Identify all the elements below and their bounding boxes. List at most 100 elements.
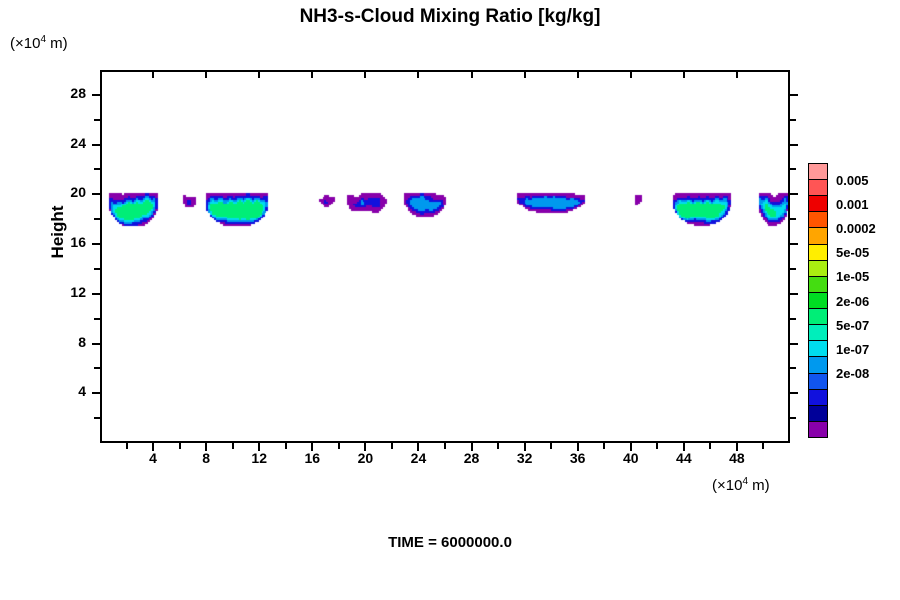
y-tick-major [92, 243, 100, 246]
y-tick-label: 16 [70, 234, 86, 251]
x-tick-top [470, 70, 473, 78]
x-tick-label: 40 [622, 450, 639, 466]
y-tick-major [92, 143, 100, 146]
colorbar-tick-label: 1e-07 [836, 341, 870, 357]
x-tick-top [417, 70, 420, 78]
y-tick-minor-right [790, 267, 796, 270]
colorbar-tick-label: 2e-08 [836, 366, 870, 382]
y-tick-minor [94, 267, 100, 270]
x-tick-major [152, 443, 155, 451]
colorbar-swatch [808, 372, 828, 390]
x-tick-top [364, 70, 367, 78]
x-unit-suffix: m) [748, 477, 770, 494]
x-tick-minor [762, 443, 765, 449]
x-tick-label: 36 [569, 450, 586, 466]
x-tick-label: 24 [410, 450, 427, 466]
y-tick-minor [94, 417, 100, 420]
y-unit-exponent: 4 [40, 34, 47, 45]
y-tick-minor-right [790, 367, 796, 370]
x-tick-minor [603, 443, 606, 449]
x-tick-minor [390, 443, 393, 449]
x-tick-label: 16 [304, 450, 321, 466]
colorbar-swatch [808, 163, 828, 181]
colorbar-swatch [808, 179, 828, 197]
colorbar-swatch [808, 211, 828, 229]
x-tick-top [523, 70, 526, 78]
colorbar-tick-label: 0.001 [836, 196, 869, 212]
x-tick-minor [656, 443, 659, 449]
x-tick-minor [709, 443, 712, 449]
y-tick-major-right [790, 392, 798, 395]
y-tick-major-right [790, 143, 798, 146]
x-tick-major [576, 443, 579, 451]
y-tick-minor [94, 218, 100, 221]
colorbar-swatch [808, 340, 828, 358]
colorbar-tick-label: 2e-06 [836, 293, 870, 309]
x-tick-top [205, 70, 208, 78]
y-tick-minor-right [790, 118, 796, 121]
colorbar-swatch [808, 195, 828, 213]
x-tick-top [629, 70, 632, 78]
y-tick-major [92, 342, 100, 345]
y-unit-prefix: (×10 [10, 35, 41, 52]
colorbar [808, 163, 828, 438]
x-tick-label: 20 [357, 450, 374, 466]
y-unit-suffix: m) [46, 35, 68, 52]
colorbar-swatch [808, 324, 828, 342]
y-tick-label: 4 [78, 383, 86, 400]
x-unit-exponent: 4 [742, 476, 749, 487]
x-tick-top [576, 70, 579, 78]
x-tick-major [470, 443, 473, 451]
x-tick-top [735, 70, 738, 78]
x-tick-top [311, 70, 314, 78]
colorbar-swatch [808, 308, 828, 326]
x-tick-label: 32 [516, 450, 533, 466]
y-tick-major-right [790, 342, 798, 345]
x-tick-minor [497, 443, 500, 449]
x-tick-major [523, 443, 526, 451]
y-tick-minor [94, 168, 100, 171]
contour-field [102, 72, 788, 441]
colorbar-swatch [808, 404, 828, 422]
y-tick-minor-right [790, 417, 796, 420]
y-tick-major [92, 392, 100, 395]
y-tick-label: 24 [70, 134, 86, 151]
colorbar-swatch [808, 227, 828, 245]
y-tick-minor-right [790, 317, 796, 320]
y-tick-major-right [790, 243, 798, 246]
time-annotation: TIME = 6000000.0 [388, 534, 512, 551]
x-tick-label: 4 [149, 450, 157, 466]
x-tick-minor [125, 443, 128, 449]
y-tick-label: 8 [78, 333, 86, 350]
colorbar-swatch [808, 420, 828, 438]
colorbar-tick-label: 0.005 [836, 172, 869, 188]
y-tick-major [92, 93, 100, 96]
y-tick-major-right [790, 93, 798, 96]
colorbar-tick-label: 1e-05 [836, 269, 870, 285]
colorbar-swatch [808, 243, 828, 261]
x-tick-minor [178, 443, 181, 449]
x-tick-minor [444, 443, 446, 449]
y-tick-minor [94, 118, 100, 121]
colorbar-tick-label: 5e-07 [836, 317, 870, 333]
x-tick-top [258, 70, 261, 78]
x-tick-major [682, 443, 685, 451]
x-tick-top [682, 70, 685, 78]
y-tick-minor [94, 367, 100, 370]
y-tick-major-right [790, 193, 798, 196]
x-tick-major [364, 443, 367, 451]
colorbar-swatch [808, 275, 828, 293]
x-tick-label: 8 [202, 450, 211, 466]
colorbar-swatch [808, 291, 828, 310]
x-tick-major [629, 443, 632, 451]
x-tick-major [417, 443, 420, 451]
colorbar-tick-label: 0.0002 [836, 221, 876, 237]
x-tick-minor [284, 443, 287, 449]
y-tick-label: 20 [70, 184, 86, 201]
x-tick-minor [550, 443, 553, 449]
y-tick-label: 28 [70, 84, 86, 101]
y-tick-label: 12 [70, 283, 86, 300]
y-tick-major [92, 193, 100, 196]
x-unit-prefix: (×10 [712, 477, 743, 494]
